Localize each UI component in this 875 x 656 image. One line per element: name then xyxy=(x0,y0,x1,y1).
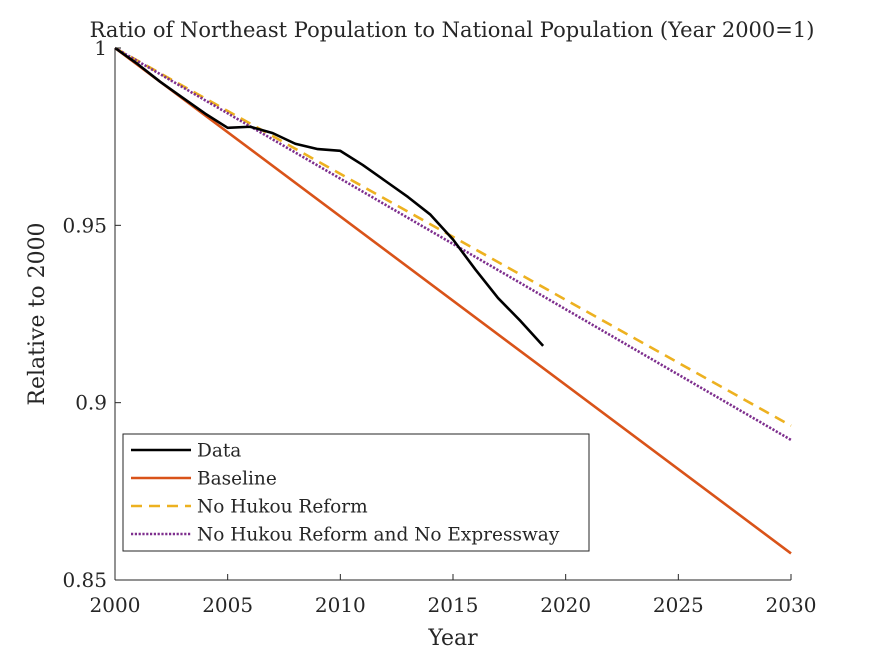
series-line-no-hukou-reform-and-no-expressway xyxy=(114,46,792,442)
y-tick-label: 0.9 xyxy=(75,391,107,415)
legend-label: No Hukou Reform and No Expressway xyxy=(197,525,560,546)
legend-label: Baseline xyxy=(197,469,277,490)
legend-box xyxy=(122,433,590,552)
series-line-baseline xyxy=(114,46,792,555)
legend-label: No Hukou Reform xyxy=(197,497,368,518)
series-layer xyxy=(114,46,792,555)
y-axis-label: Relative to 2000 xyxy=(25,222,50,405)
x-tick-label: 2015 xyxy=(428,593,479,617)
legend-label: Data xyxy=(197,441,241,462)
legend: Data Baseline No Hukou Reform No Hukou Refo… xyxy=(122,433,590,552)
x-tick-label: 2010 xyxy=(315,593,366,617)
tick-layer: 2000 2005 2010 2015 2020 2025 2030 0.85 0.9 0.95 1 xyxy=(62,36,816,617)
x-axis-label: Year xyxy=(427,626,478,651)
y-tick-label: 0.85 xyxy=(62,568,107,592)
series-line-data xyxy=(114,46,545,347)
series-line-no-hukou-reform xyxy=(114,46,792,427)
y-tick-label: 0.95 xyxy=(62,213,107,237)
x-tick-label: 2020 xyxy=(540,593,591,617)
x-tick-label: 2000 xyxy=(90,593,141,617)
y-tick-label: 1 xyxy=(94,36,107,60)
x-tick-label: 2005 xyxy=(202,593,253,617)
chart-title: Ratio of Northeast Population to Nationa… xyxy=(90,18,815,42)
x-tick-label: 2025 xyxy=(653,593,704,617)
x-tick-label: 2030 xyxy=(766,593,817,617)
